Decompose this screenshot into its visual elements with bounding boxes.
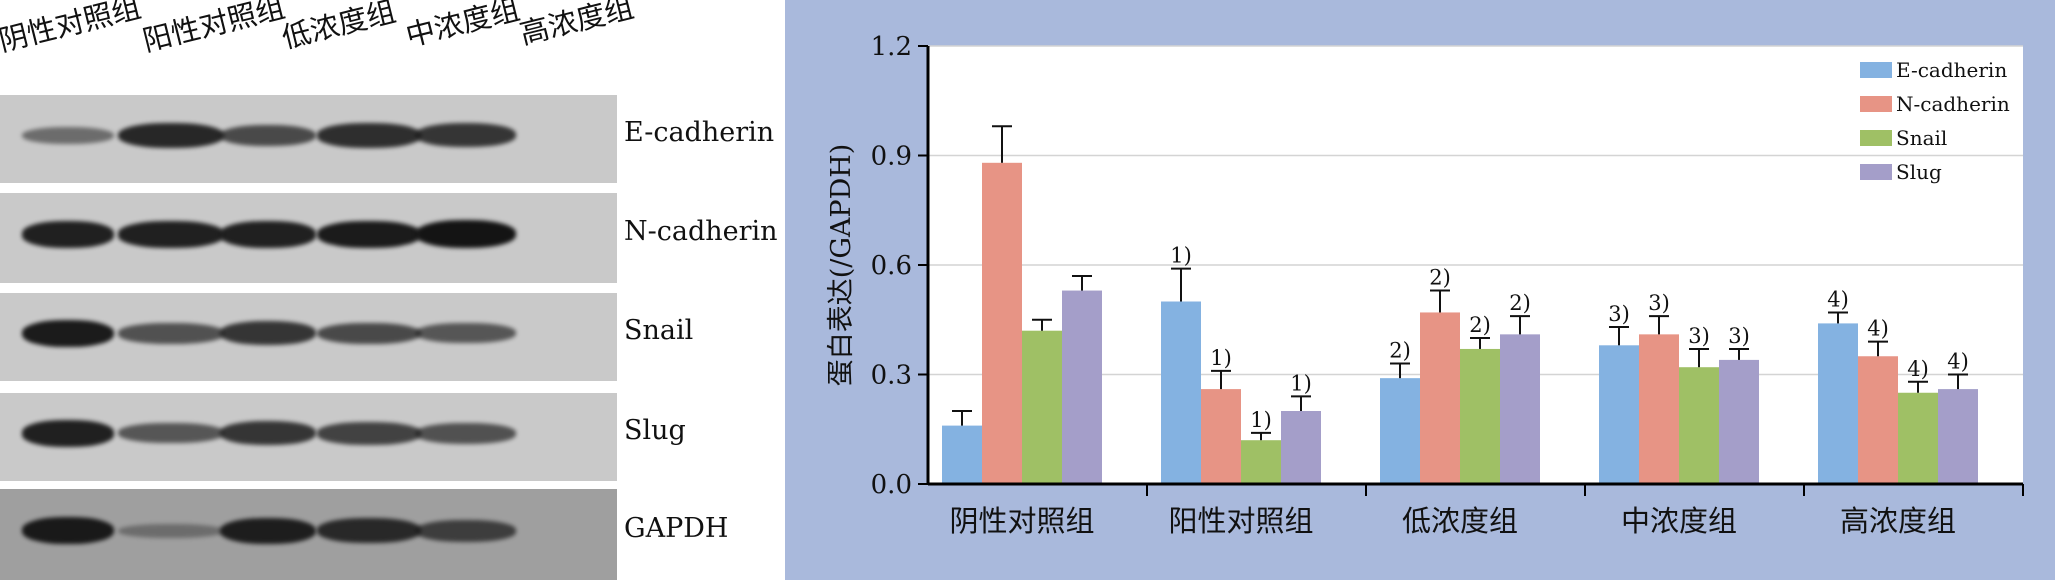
x-tick-label: 阳性对照组 xyxy=(1168,504,1313,538)
significance-label: 2) xyxy=(1509,291,1531,315)
blot-band xyxy=(118,423,224,444)
blot-row-label: E-cadherin xyxy=(624,117,775,149)
blot-row-label: GAPDH xyxy=(624,512,729,544)
significance-label: 3) xyxy=(1728,324,1750,348)
bar xyxy=(942,425,982,484)
blot-band xyxy=(317,422,421,445)
bar xyxy=(1380,378,1420,484)
significance-label: 4) xyxy=(1947,350,1969,374)
significance-label: 1) xyxy=(1170,244,1192,268)
significance-label: 1) xyxy=(1210,346,1232,370)
blot-column-label: 低浓度组 xyxy=(278,0,400,56)
bar xyxy=(1281,411,1321,484)
bar xyxy=(1161,301,1201,484)
x-tick-label: 高浓度组 xyxy=(1840,504,1956,538)
bar xyxy=(1818,323,1858,484)
blot-band xyxy=(416,220,516,249)
blot-band xyxy=(317,518,421,544)
significance-label: 4) xyxy=(1827,287,1849,311)
blot-band xyxy=(416,323,516,344)
bar xyxy=(1241,440,1281,484)
significance-label: 4) xyxy=(1907,357,1929,381)
legend-label: Slug xyxy=(1896,160,1942,184)
significance-label: 3) xyxy=(1688,324,1710,348)
blot-band xyxy=(416,520,516,542)
y-tick-label: 0.6 xyxy=(871,251,912,281)
bar-chart: 0.0 0.3 0.6 0.9 1.2 蛋白表达(/GAPDH) 阴性对照组 1) 1) 1) 1)… xyxy=(826,32,2024,538)
blot-column-label: 阴性对照组 xyxy=(0,0,145,59)
blot-strip xyxy=(0,489,617,580)
x-tick-label: 阴性对照组 xyxy=(949,504,1094,538)
legend-swatch xyxy=(1860,130,1892,146)
western-blot-panel: 阴性对照组 阳性对照组 低浓度组 中浓度组 高浓度组 E-cadherin N-cadhe… xyxy=(0,0,785,580)
significance-label: 4) xyxy=(1867,317,1889,341)
legend-label: E-cadherin xyxy=(1896,58,2007,82)
bar xyxy=(1858,356,1898,484)
significance-label: 2) xyxy=(1469,313,1491,337)
legend-swatch xyxy=(1860,96,1892,112)
blot-band xyxy=(220,517,316,545)
bar xyxy=(1639,334,1679,484)
blot-band xyxy=(317,220,421,248)
bar xyxy=(1201,389,1241,484)
y-tick-label: 0.3 xyxy=(871,361,912,391)
blot-band xyxy=(22,420,114,447)
bar xyxy=(982,162,1022,485)
blot-column-label: 中浓度组 xyxy=(402,0,524,54)
y-axis-label: 蛋白表达(/GAPDH) xyxy=(826,144,857,387)
blot-row-label: Snail xyxy=(624,315,694,347)
blot-band xyxy=(22,126,114,145)
blot-band xyxy=(22,319,114,348)
bar xyxy=(1420,312,1460,484)
blot-band xyxy=(220,321,316,346)
significance-label: 3) xyxy=(1608,302,1630,326)
bar xyxy=(1022,330,1062,484)
legend-label: Snail xyxy=(1896,126,1947,150)
blot-band xyxy=(220,221,316,248)
bar xyxy=(1500,334,1540,484)
blot-column-label: 高浓度组 xyxy=(516,0,638,52)
blot-row-label: N-cadherin xyxy=(624,216,778,248)
blot-band xyxy=(22,517,114,545)
significance-label: 2) xyxy=(1429,266,1451,290)
blot-band xyxy=(317,123,421,148)
blot-band xyxy=(118,221,224,248)
blot-band xyxy=(220,421,316,446)
legend-swatch xyxy=(1860,62,1892,78)
legend-swatch xyxy=(1860,164,1892,180)
bar xyxy=(1679,367,1719,484)
bar-chart-panel: 0.0 0.3 0.6 0.9 1.2 蛋白表达(/GAPDH) 阴性对照组 1) 1) 1) 1)… xyxy=(785,0,2055,580)
y-tick-label: 0.0 xyxy=(871,470,912,500)
blot-row-label: Slug xyxy=(624,415,686,447)
significance-label: 1) xyxy=(1290,371,1312,395)
blot-strip xyxy=(0,95,617,183)
significance-label: 2) xyxy=(1389,339,1411,363)
blot-band xyxy=(118,122,224,149)
x-tick-label: 中浓度组 xyxy=(1621,504,1737,538)
y-tick-label: 0.9 xyxy=(871,142,912,172)
bar xyxy=(1719,359,1759,484)
bar xyxy=(1460,348,1500,484)
blot-band xyxy=(220,124,316,147)
blot-strip xyxy=(0,393,617,481)
significance-label: 3) xyxy=(1648,291,1670,315)
blot-band xyxy=(22,221,114,248)
blot-band xyxy=(416,123,516,148)
x-tick-label: 低浓度组 xyxy=(1402,504,1518,538)
blot-band xyxy=(416,423,516,444)
bar xyxy=(1898,392,1938,484)
bar xyxy=(1599,345,1639,484)
bar xyxy=(1938,389,1978,484)
blot-column-label: 阳性对照组 xyxy=(139,0,289,59)
significance-label: 1) xyxy=(1250,408,1272,432)
y-tick-label: 1.2 xyxy=(871,32,912,62)
bar xyxy=(1062,290,1102,484)
blot-band xyxy=(118,523,224,539)
blot-strip xyxy=(0,193,617,283)
blot-band xyxy=(118,323,224,344)
blot-band xyxy=(317,322,421,345)
legend-label: N-cadherin xyxy=(1896,92,2010,116)
blot-strip xyxy=(0,293,617,381)
